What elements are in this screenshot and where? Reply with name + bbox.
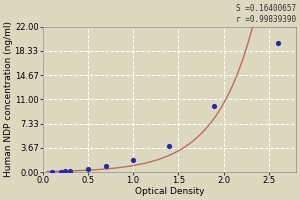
Point [131,159,136,162]
Point [68,169,72,173]
Text: S =0.16400657
r =0.99839390: S =0.16400657 r =0.99839390 [236,4,296,24]
Point [275,42,280,45]
Point [167,144,172,147]
X-axis label: Optical Density: Optical Density [134,187,204,196]
Point [85,167,90,171]
Point [103,165,108,168]
Point [50,170,54,174]
Y-axis label: Human NDP concentration (ng/ml): Human NDP concentration (ng/ml) [4,21,13,177]
Point [58,170,63,173]
Point [63,170,68,173]
Point [212,104,217,108]
